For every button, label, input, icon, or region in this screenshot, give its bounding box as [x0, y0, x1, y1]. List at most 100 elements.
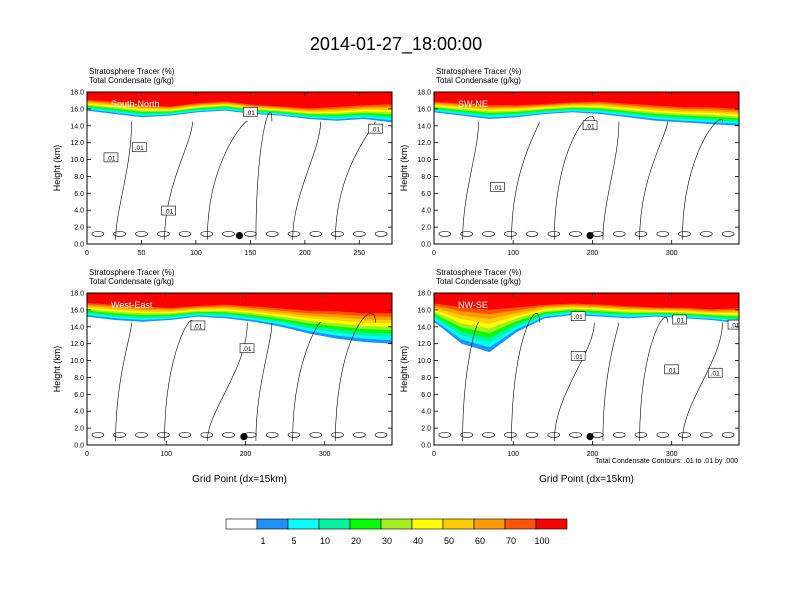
y-tick-label: 16.0 [70, 307, 84, 314]
contour-line [309, 231, 323, 237]
y-tick-label: 14.0 [417, 123, 431, 130]
contour-line [639, 121, 668, 240]
contour-line [554, 322, 595, 441]
colorbar-swatch [287, 518, 320, 530]
contour-line [157, 231, 170, 237]
contour-label-box [672, 314, 687, 325]
x-tick-label: 300 [666, 451, 678, 458]
y-tick-label: 8.0 [421, 174, 431, 181]
colorbar-swatch [318, 518, 351, 530]
panel-title-tracer: Stratosphere Tracer (%) [436, 268, 522, 277]
y-tick-label: 4.0 [421, 208, 431, 215]
x-tick-label: 300 [319, 451, 331, 458]
panel-title-tracer: Stratosphere Tracer (%) [89, 268, 175, 277]
contour-label-box [707, 367, 723, 378]
contour-label: .01 [586, 123, 595, 130]
panel-direction-label: West-East [111, 300, 153, 310]
colorbar-swatch [349, 518, 382, 530]
contour-label: .01 [243, 346, 252, 353]
tracer-field: .01 .01 .01 .01 .01 .01 [434, 293, 739, 445]
colorbar-label: 1 [260, 536, 265, 546]
colorbar-swatch [442, 518, 475, 530]
y-tick-label: 0.0 [74, 443, 84, 450]
contour-line [602, 121, 620, 240]
contour-footnote: Total Condensate Contours: .01 to .01 by… [595, 458, 738, 465]
y-tick-label: 0.0 [74, 242, 84, 249]
colorbar-label: 5 [291, 536, 296, 546]
y-tick-label: 2.0 [421, 426, 431, 433]
location-marker [586, 433, 594, 441]
condensate-contours [91, 112, 388, 240]
contour-line [244, 231, 257, 237]
tracer-field: .01 .01 [434, 92, 739, 244]
panel-title-condensate: Total Condensate (g/kg) [89, 277, 174, 286]
y-tick-label: 0.0 [421, 443, 431, 450]
colorbar-label: 60 [475, 536, 485, 546]
contour-label-box [190, 320, 206, 331]
contour-label-box [161, 205, 176, 216]
contour-line [503, 432, 517, 438]
x-tick-label: 100 [507, 250, 519, 257]
contour-line [335, 313, 376, 441]
colorbar-label: 50 [444, 536, 454, 546]
y-tick-label: 4.0 [421, 409, 431, 416]
plot-frame [433, 292, 740, 446]
y-tick-label: 6.0 [74, 392, 84, 399]
tracer-band [87, 293, 392, 314]
contour-line [569, 432, 582, 438]
y-tick-label: 18.0 [70, 291, 84, 298]
contour-line [612, 231, 626, 237]
contour-line [721, 432, 735, 438]
contour-line [164, 320, 193, 441]
colorbar-label: 30 [382, 536, 392, 546]
y-axis-label: Height (km) [399, 346, 409, 393]
contour-line [135, 231, 148, 237]
x-axis-label: Grid Point (dx=15km) [192, 474, 287, 485]
contour-label-box [570, 351, 586, 361]
condensate-contours [438, 116, 735, 240]
y-tick-label: 10.0 [70, 358, 84, 365]
contour-line [292, 121, 321, 240]
contour-line [682, 322, 723, 441]
colorbar-label: 10 [320, 536, 330, 546]
colorbar-swatch [411, 518, 444, 530]
contour-line [222, 231, 235, 237]
contour-line [462, 121, 479, 240]
colorbar-label: 100 [534, 536, 549, 546]
condensate-contours [438, 313, 735, 441]
y-tick-label: 8.0 [74, 375, 84, 382]
colorbar-swatch [535, 518, 568, 530]
x-tick-label: 200 [587, 250, 599, 257]
x-tick-label: 250 [353, 250, 365, 257]
y-tick-label: 2.0 [74, 426, 84, 433]
location-marker [235, 232, 244, 240]
colorbar-swatch [380, 518, 413, 530]
contour-line [91, 432, 105, 438]
contour-line [569, 231, 582, 237]
panel-title-condensate: Total Condensate (g/kg) [436, 76, 521, 85]
y-tick-label: 12.0 [417, 140, 431, 147]
contour-line [91, 231, 105, 237]
contour-line [265, 432, 279, 438]
contour-line [682, 119, 723, 240]
contour-line [634, 432, 648, 438]
colorbar-swatch [473, 518, 506, 530]
contour-line [503, 231, 517, 237]
panel-direction-label: NW-SE [458, 300, 488, 310]
y-tick-label: 14.0 [70, 123, 84, 130]
panel-title-tracer: Stratosphere Tracer (%) [436, 67, 522, 76]
y-tick-label: 2.0 [421, 225, 431, 232]
x-tick-label: 0 [85, 451, 89, 458]
x-tick-label: 150 [245, 250, 257, 257]
contour-line [511, 313, 540, 441]
contour-line [287, 231, 301, 237]
contour-line [460, 231, 474, 237]
y-axis-label: Height (km) [399, 145, 409, 192]
y-tick-label: 14.0 [417, 324, 431, 331]
contour-label-box [243, 106, 258, 117]
contour-label: .01 [246, 110, 255, 117]
contour-line [113, 231, 126, 237]
y-tick-label: 18.0 [417, 90, 431, 97]
contour-line [164, 121, 193, 240]
y-tick-label: 12.0 [70, 341, 84, 348]
